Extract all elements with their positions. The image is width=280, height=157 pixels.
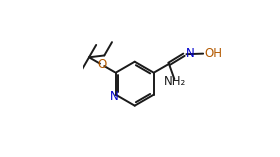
Text: NH₂: NH₂ [164,75,186,88]
Text: OH: OH [205,47,223,60]
Text: O: O [98,59,107,71]
Text: N: N [110,90,119,103]
Text: N: N [186,47,194,60]
